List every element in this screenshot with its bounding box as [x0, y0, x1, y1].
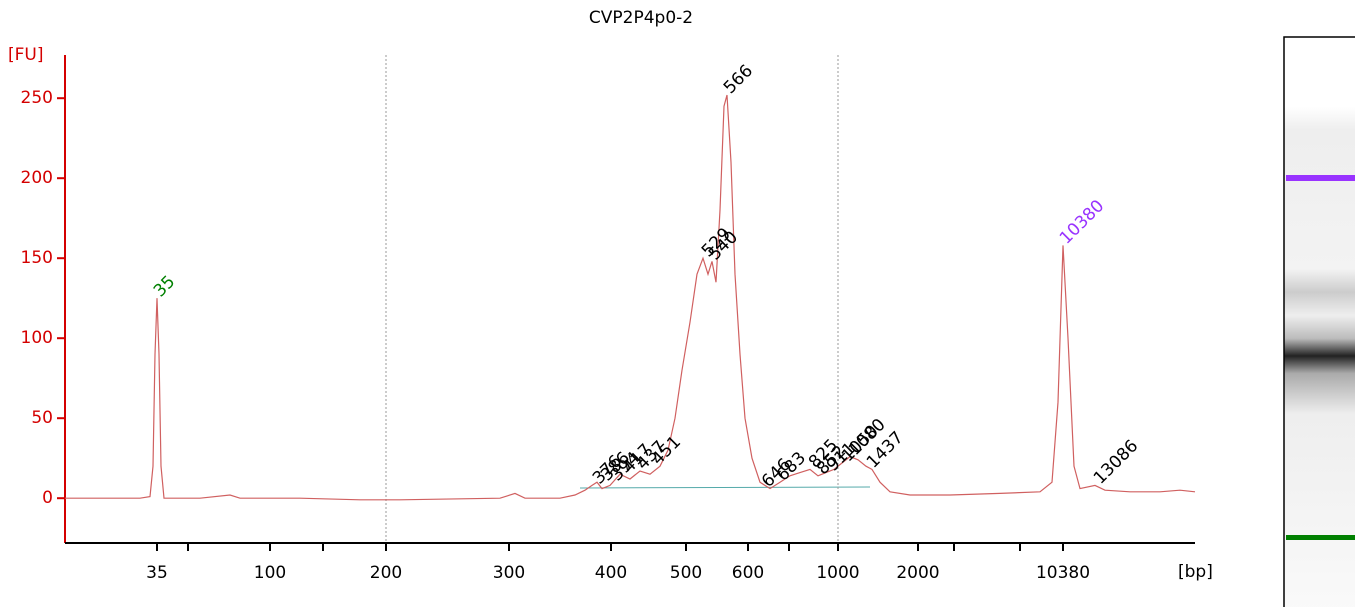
chart-title: CVP2P4p0-2	[589, 8, 693, 28]
x-axis-label: [bp]	[1178, 562, 1213, 582]
peak-label: 10380	[1056, 196, 1108, 248]
baseline	[579, 486, 871, 489]
peak-label: 35	[150, 272, 179, 301]
peak-label: 13086	[1090, 436, 1142, 488]
x-tick-label: 100	[254, 563, 286, 583]
x-tick-label: 200	[370, 563, 402, 583]
x-tick-label: 10380	[1036, 563, 1090, 583]
peak-label: 566	[720, 61, 757, 98]
x-tick-label: 1000	[816, 563, 859, 583]
y-tick-label: 50	[31, 408, 53, 428]
trace	[65, 94, 1196, 501]
x-tick-label: 500	[670, 563, 702, 583]
y-axis-label: [FU]	[8, 45, 44, 65]
x-tick-label: 400	[595, 563, 627, 583]
gel-lane	[1283, 36, 1355, 611]
y-tick-label: 250	[21, 88, 53, 108]
upper-marker-band	[1286, 175, 1355, 181]
lower-marker-band	[1286, 535, 1355, 540]
y-tick-label: 0	[42, 488, 53, 508]
y-tick-label: 150	[21, 248, 53, 268]
x-tick-label: 600	[732, 563, 764, 583]
x-tick-label: 2000	[896, 563, 939, 583]
x-tick-label: 300	[493, 563, 525, 583]
y-tick-label: 200	[21, 168, 53, 188]
x-tick-label: 35	[146, 563, 168, 583]
y-tick-label: 100	[21, 328, 53, 348]
